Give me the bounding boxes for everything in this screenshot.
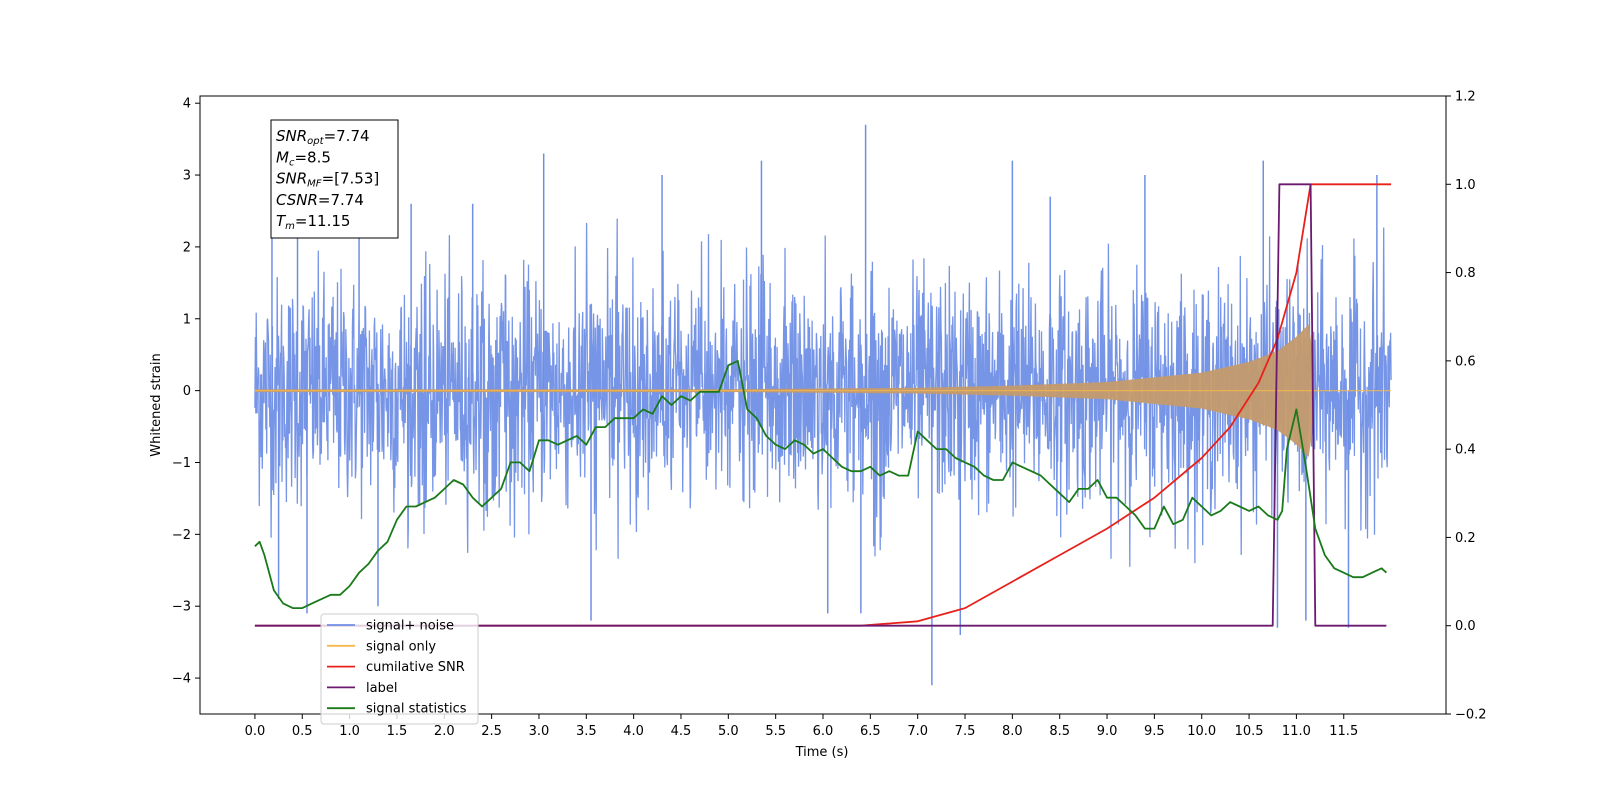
y2-tick-label: 0.4 [1455, 443, 1476, 458]
legend-label: signal statistics [366, 702, 467, 717]
x-tick-label: 9.0 [1097, 724, 1118, 739]
y-axis-left: −4 −3 −2 −1 0 1 2 3 4 [172, 97, 200, 687]
x-tick-label: 8.0 [1002, 724, 1023, 739]
x-tick-label: 0.5 [292, 724, 313, 739]
y2-tick-label: 0.6 [1455, 354, 1476, 369]
legend-label: label [366, 681, 397, 696]
x-tick-label: 1.5 [387, 724, 408, 739]
x-tick-label: 3.0 [529, 724, 550, 739]
x-tick-label: 0.0 [245, 724, 266, 739]
y2-tick-label: 0.2 [1455, 531, 1476, 546]
legend-label: signal+ noise [366, 619, 454, 634]
x-tick-label: 4.5 [671, 724, 692, 739]
legend-frame [320, 613, 479, 725]
y2-tick-label: 0.8 [1455, 266, 1476, 281]
series-label [254, 183, 1387, 627]
series-cumilative-snr [254, 183, 1392, 627]
x-tick-label: 11.5 [1329, 724, 1358, 739]
y-tick-label: 2 [183, 240, 191, 255]
x-tick-label: 10.0 [1187, 724, 1216, 739]
x-tick-label: 3.5 [576, 724, 597, 739]
x-tick-label: 7.0 [907, 724, 928, 739]
x-tick-label: 11.0 [1282, 724, 1311, 739]
x-axis-title: Time (s) [795, 745, 849, 760]
x-tick-label: 7.5 [955, 724, 976, 739]
x-tick-label: 9.5 [1144, 724, 1165, 739]
annotation-line: SNRopt=7.74 [276, 127, 370, 147]
y2-tick-label: 1.2 [1455, 90, 1476, 105]
x-tick-label: 5.5 [765, 724, 786, 739]
plot-area [254, 124, 1392, 686]
y-tick-label: −1 [172, 456, 191, 471]
x-tick-label: 10.5 [1235, 724, 1264, 739]
y-axis-right: −0.2 0.0 0.2 0.4 0.6 0.8 1.0 1.2 [1446, 90, 1487, 723]
legend: signal+ noise signal only cumilative SNR la… [320, 613, 479, 725]
y-tick-label: 0 [183, 384, 191, 399]
y2-tick-label: 1.0 [1455, 178, 1476, 193]
y-tick-label: −3 [172, 600, 191, 615]
x-tick-label: 2.0 [434, 724, 455, 739]
x-tick-label: 5.0 [718, 724, 739, 739]
legend-label: cumilative SNR [366, 660, 465, 675]
annotation-line: Tm=11.15 [276, 212, 350, 232]
y-tick-label: 1 [183, 312, 191, 327]
x-axis: 0.0 0.5 1.0 1.5 2.0 2.5 3.0 3.5 4.0 4.5 5.0 5.5 6.0 6… [245, 714, 1358, 739]
x-tick-label: 6.0 [813, 724, 834, 739]
annotation-frame [270, 119, 399, 239]
y-tick-label: −4 [172, 672, 191, 687]
legend-label: signal only [366, 639, 436, 654]
x-tick-label: 2.5 [481, 724, 502, 739]
x-tick-label: 6.5 [860, 724, 881, 739]
annotation-line: SNRMF=[7.53] [276, 170, 379, 190]
y2-tick-label: 0.0 [1455, 619, 1476, 634]
x-tick-label: 4.0 [623, 724, 644, 739]
annotation-line: Mc=8.5 [276, 148, 331, 168]
x-tick-label: 8.5 [1049, 724, 1070, 739]
y-tick-label: 3 [183, 169, 191, 184]
y-tick-label: −2 [172, 528, 191, 543]
series-signal-statistics [254, 360, 1388, 609]
y2-tick-label: −0.2 [1455, 708, 1487, 723]
y-tick-label: 4 [183, 97, 191, 112]
annotation-line: CSNR=7.74 [276, 191, 364, 209]
x-tick-label: 1.0 [339, 724, 360, 739]
y-axis-title: Whitened strain [149, 353, 164, 456]
